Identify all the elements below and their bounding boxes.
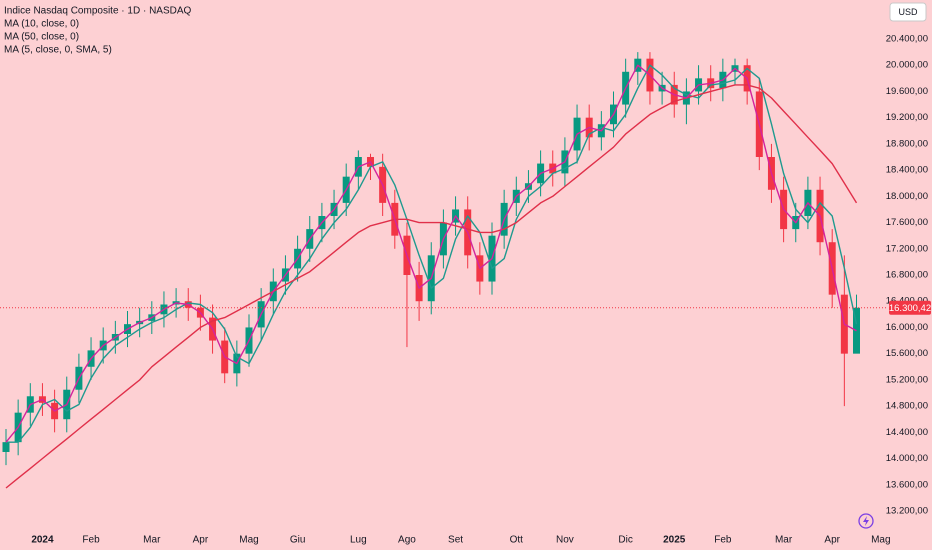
y-tick-label: 19.200,00 [886, 112, 928, 123]
x-tick-label: Ago [398, 535, 416, 546]
candle-body [2, 442, 10, 452]
ma-line [6, 64, 858, 443]
y-tick-label: 14.400,00 [886, 427, 928, 438]
x-tick-label: 2024 [31, 535, 54, 546]
y-tick-label: 16.800,00 [886, 270, 928, 281]
y-tick-label: 17.600,00 [886, 217, 928, 228]
x-tick-label: Ott [510, 535, 524, 546]
x-tick-label: Mag [871, 535, 890, 546]
x-tick-label: Feb [714, 535, 732, 546]
y-tick-label: 18.000,00 [886, 191, 928, 202]
last-price-box [889, 300, 931, 315]
last-price-label: 16.300,42 [889, 303, 931, 314]
x-tick-label: Mag [239, 535, 258, 546]
logo-bolt [863, 516, 869, 526]
y-tick-label: 14.800,00 [886, 401, 928, 412]
y-tick-label: 13.600,00 [886, 479, 928, 490]
y-tick-label: 13.200,00 [886, 506, 928, 517]
chart-title: Indice Nasdaq Composite · 1D · NASDAQ [4, 6, 192, 17]
y-tick-label: 20.000,00 [886, 60, 928, 71]
x-tick-label: Nov [556, 535, 574, 546]
x-tick-label: Giu [290, 535, 306, 546]
x-tick-label: Mar [143, 535, 161, 546]
currency: USD [898, 7, 918, 17]
x-tick-label: Feb [82, 535, 100, 546]
x-tick-label: Apr [824, 535, 840, 546]
legend-entry: MA (10, close, 0) [4, 19, 79, 30]
candle-body [853, 307, 860, 354]
currency-box[interactable] [889, 2, 927, 22]
y-tick-label: 20.400,00 [886, 34, 928, 45]
logo-icon[interactable] [858, 513, 874, 529]
x-tick-label: Apr [193, 535, 209, 546]
y-tick-label: 16.000,00 [886, 322, 928, 333]
plot-area [0, 52, 888, 489]
y-tick-label: 14.000,00 [886, 453, 928, 464]
x-tick-label: Set [448, 535, 463, 546]
y-tick-label: 17.200,00 [886, 243, 928, 254]
x-tick-label: Lug [350, 535, 367, 546]
y-tick-label: 15.600,00 [886, 348, 928, 359]
legend-entry: MA (5, close, 0, SMA, 5) [4, 45, 112, 56]
x-tick-label: Dic [618, 535, 632, 546]
ma-line [5, 64, 857, 443]
y-tick-label: 18.400,00 [886, 165, 928, 176]
y-tick-label: 18.800,00 [886, 138, 928, 149]
y-tick-label: 15.200,00 [886, 374, 928, 385]
ma-line [5, 84, 858, 489]
x-tick-label: Mar [775, 535, 793, 546]
x-tick-label: 2025 [663, 535, 686, 546]
y-tick-label: 19.600,00 [886, 86, 928, 97]
legend-entry: MA (50, close, 0) [4, 32, 79, 43]
